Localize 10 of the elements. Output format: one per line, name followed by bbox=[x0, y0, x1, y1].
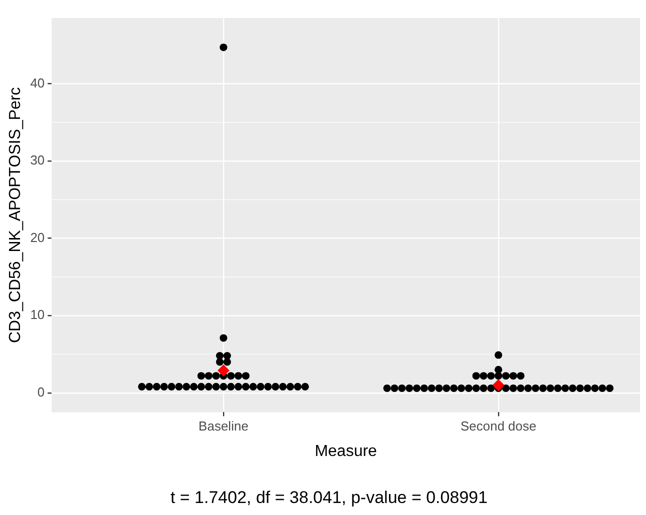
y-tick-label: 40 bbox=[30, 75, 45, 90]
x-axis-title: Measure bbox=[314, 442, 378, 460]
y-tick-label: 20 bbox=[30, 230, 45, 245]
text: t = 1.7402, df = 38.041, p-value = 0.08991 bbox=[170, 488, 488, 507]
y-axis-title: CD3_CD56_NK_APOPTOSIS_Perc bbox=[7, 87, 24, 344]
y-tick-label: 0 bbox=[37, 384, 45, 400]
x-tick-label: Baseline bbox=[198, 418, 248, 434]
y-tick-label: 10 bbox=[30, 307, 45, 322]
y-tick-label: 30 bbox=[30, 152, 45, 168]
x-tick-label: Second dose bbox=[460, 418, 536, 434]
